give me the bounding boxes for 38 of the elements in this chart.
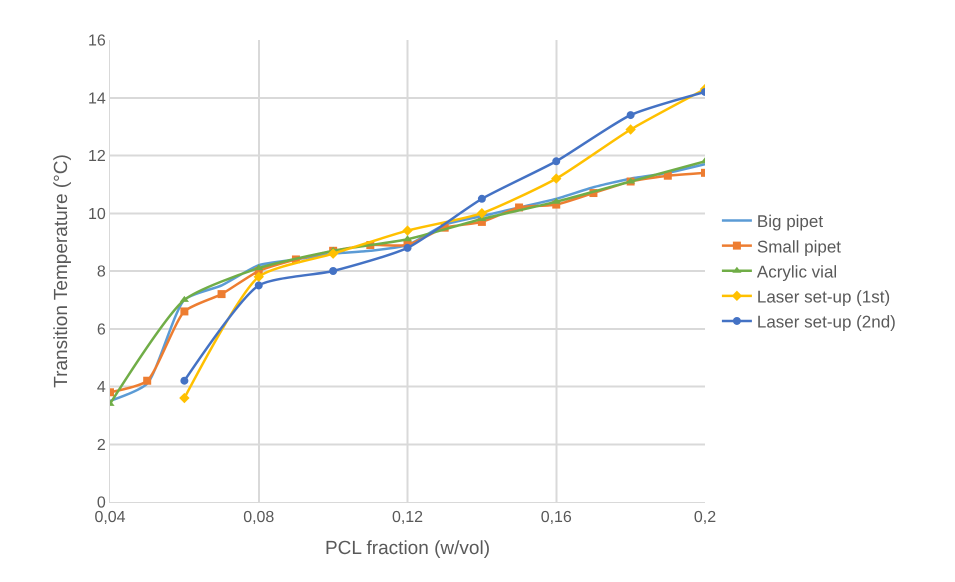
point <box>328 248 338 259</box>
y-axis-title: Transition Temperature (°C) <box>50 154 72 388</box>
point <box>180 307 188 316</box>
legend-label: Laser set-up (2nd) <box>756 312 896 332</box>
legend-label: Acrylic vial <box>756 262 838 282</box>
point <box>329 267 338 275</box>
point <box>626 111 635 120</box>
point <box>402 225 413 236</box>
legend-label: Laser set-up (1st) <box>756 287 890 306</box>
y-tick-label: 8 <box>96 264 106 281</box>
y-tick-label: 16 <box>88 32 106 50</box>
point <box>254 281 263 290</box>
y-tick-label: 14 <box>88 90 106 108</box>
point <box>180 376 188 385</box>
y-tick-label: 6 <box>96 321 106 338</box>
y-tick-label: 4 <box>96 379 106 396</box>
y-tick-label: 10 <box>88 206 106 223</box>
point <box>254 272 264 282</box>
point <box>478 194 486 203</box>
point <box>218 290 226 298</box>
point <box>476 208 488 218</box>
x-tick-label: 0,2 <box>694 509 716 526</box>
point <box>625 124 636 135</box>
y-tick-label: 0 <box>96 494 106 512</box>
point <box>179 392 190 404</box>
y-tick-label: 2 <box>96 436 106 454</box>
y-tick-label: 12 <box>88 148 106 166</box>
x-tick-label: 0,08 <box>243 509 274 526</box>
legend-label: Big pipet <box>756 212 824 232</box>
x-tick-label: 0,12 <box>392 509 424 526</box>
point <box>404 244 412 252</box>
point <box>143 376 152 385</box>
x-tick-label: 0,16 <box>540 509 572 526</box>
point <box>551 173 562 184</box>
x-tick-label: 0,04 <box>94 509 126 526</box>
point <box>552 157 560 166</box>
x-axis-title: PCL fraction (w/vol) <box>324 538 490 559</box>
legend-label: Small pipet <box>756 237 842 256</box>
